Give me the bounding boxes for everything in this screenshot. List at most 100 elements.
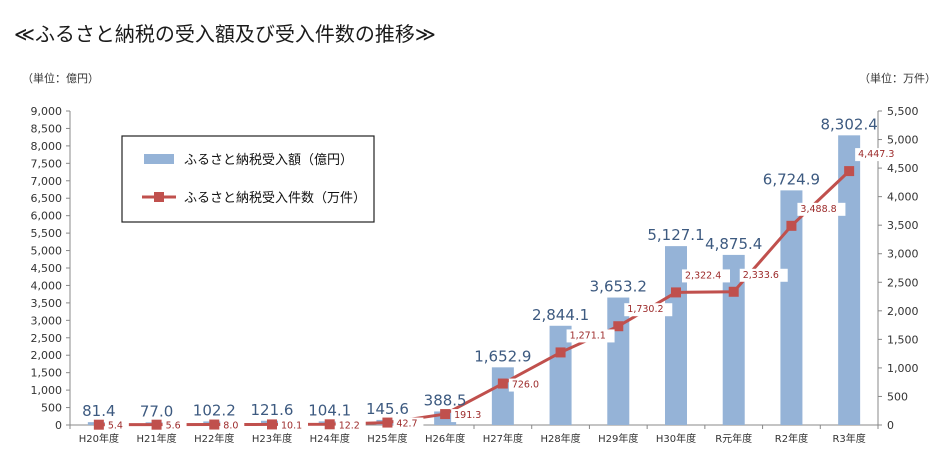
left-tick-label: 4,500 — [31, 262, 63, 275]
right-tick-label: 500 — [887, 390, 908, 403]
left-tick-label: 9,000 — [31, 105, 63, 118]
bar-value-label: 3,653.2 — [590, 278, 647, 296]
bar-value-label: 6,724.9 — [763, 170, 820, 188]
left-tick-label: 8,500 — [31, 122, 63, 135]
bar — [491, 367, 514, 425]
right-tick-label: 1,500 — [887, 333, 919, 346]
line-label-bg — [393, 417, 424, 431]
category-label: R元年度 — [715, 432, 752, 445]
category-label: H25年度 — [367, 432, 407, 445]
left-tick-label: 6,000 — [31, 210, 63, 223]
line-label-bg — [104, 419, 129, 433]
line-label-bg — [162, 419, 187, 433]
bar-value-label: 81.4 — [82, 402, 115, 420]
line-value-label: 8.0 — [223, 421, 238, 432]
bar-value-label: 145.6 — [366, 400, 409, 418]
left-tick-label: 4,000 — [31, 279, 63, 292]
line-marker — [324, 419, 335, 430]
category-label: H27年度 — [483, 432, 523, 445]
line-marker — [93, 419, 104, 430]
line-marker — [671, 287, 681, 298]
left-tick-label: 3,000 — [31, 314, 63, 327]
line-label-bg — [797, 202, 846, 216]
line-label-bg — [508, 378, 545, 392]
line-marker — [267, 419, 277, 430]
line-marker — [613, 321, 624, 332]
bar — [607, 297, 630, 425]
bar — [665, 246, 687, 425]
bar-value-label: 5,127.1 — [647, 226, 704, 244]
bar-value-label: 1,652.9 — [474, 347, 531, 365]
category-label: H21年度 — [136, 432, 176, 445]
line-label-bg — [278, 419, 308, 433]
line-marker — [786, 220, 797, 231]
line-label-bg — [335, 419, 366, 433]
line-value-label: 10.1 — [281, 420, 302, 431]
right-tick-label: 3,000 — [887, 248, 919, 261]
line-marker — [728, 286, 739, 297]
legend-bar-swatch — [144, 154, 174, 164]
bar — [722, 254, 745, 425]
line-marker — [844, 166, 855, 177]
line-value-label: 42.7 — [396, 419, 417, 430]
category-label: H23年度 — [252, 432, 292, 445]
line-label-bg — [682, 269, 730, 283]
right-tick-label: 2,000 — [887, 305, 919, 318]
line-label-bg — [566, 329, 615, 343]
line-label-bg — [855, 148, 904, 162]
line-value-label: 2,333.6 — [743, 270, 779, 281]
category-label: R2年度 — [775, 432, 808, 445]
line-marker — [555, 347, 566, 358]
category-label: H29年度 — [598, 432, 638, 445]
legend-bar-label: ふるさと納税受入額（億円） — [184, 152, 353, 168]
line-value-label: 4,447.3 — [858, 149, 894, 160]
right-tick-label: 3,500 — [887, 219, 919, 232]
line-value-label: 12.2 — [339, 420, 360, 431]
bar-value-label: 104.1 — [308, 401, 351, 419]
line-value-label: 2,322.4 — [685, 270, 721, 281]
right-tick-label: 4,000 — [887, 191, 919, 204]
line-label-bg — [451, 409, 488, 423]
bar — [780, 190, 803, 425]
line-label-bg — [220, 419, 245, 433]
left-axis-unit: （単位：億円） — [22, 72, 99, 85]
left-tick-label: 5,500 — [31, 227, 63, 240]
category-label: H26年度 — [425, 432, 465, 445]
category-label: R3年度 — [832, 432, 865, 445]
line-marker — [209, 419, 220, 430]
line-marker — [382, 417, 393, 428]
line-label-bg — [624, 303, 673, 317]
right-axis-unit: （単位：万件） — [859, 72, 936, 85]
left-tick-label: 3,500 — [31, 297, 63, 310]
bar-value-label: 8,302.4 — [821, 115, 878, 133]
right-tick-label: 5,500 — [887, 105, 919, 118]
bar-value-label: 102.2 — [193, 401, 236, 419]
left-tick-label: 7,500 — [31, 157, 63, 170]
left-tick-label: 2,500 — [31, 332, 63, 345]
line-marker — [497, 378, 508, 389]
right-tick-label: 5,000 — [887, 134, 919, 147]
legend-box — [121, 135, 375, 223]
legend-line-marker — [154, 192, 164, 202]
left-tick-label: 1,500 — [31, 367, 63, 380]
bar-value-label: 4,875.4 — [705, 235, 762, 253]
bar-value-label: 77.0 — [140, 402, 173, 420]
bar-value-label: 388.5 — [424, 391, 467, 409]
left-tick-label: 0 — [55, 419, 62, 432]
right-tick-label: 4,500 — [887, 162, 919, 175]
category-label: H22年度 — [194, 432, 234, 445]
line-value-label: 1,271.1 — [570, 330, 606, 341]
category-label: H20年度 — [79, 432, 119, 445]
category-label: H28年度 — [540, 432, 580, 445]
left-tick-label: 2,000 — [31, 349, 63, 362]
line-value-label: 191.3 — [454, 410, 481, 421]
right-tick-label: 0 — [887, 419, 894, 432]
left-tick-label: 1,000 — [31, 384, 63, 397]
line-value-label: 726.0 — [512, 380, 539, 391]
line-value-label: 5.6 — [166, 421, 181, 432]
left-tick-label: 5,000 — [31, 245, 63, 258]
left-tick-label: 7,000 — [31, 175, 63, 188]
left-tick-label: 500 — [41, 402, 62, 415]
line-value-label: 3,488.8 — [800, 204, 836, 215]
